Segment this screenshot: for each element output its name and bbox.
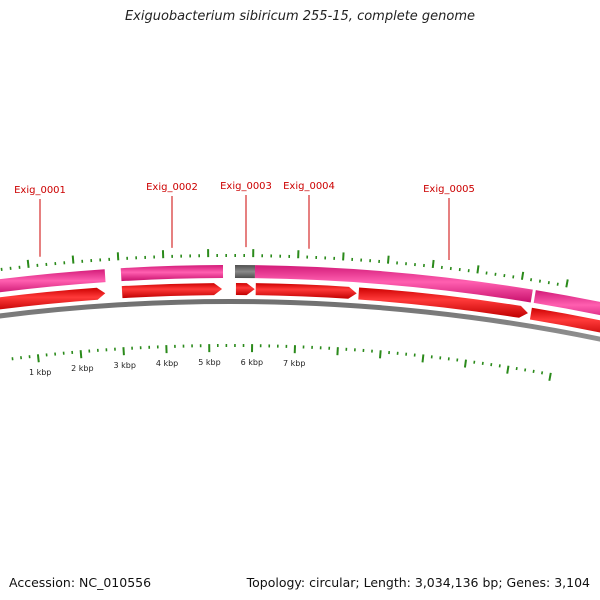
top-tick <box>71 255 75 264</box>
bottom-tick <box>79 350 83 359</box>
top-tick-marks <box>0 249 569 288</box>
bottom-tick <box>548 372 552 381</box>
cds-arrow-6 <box>529 307 600 333</box>
bottom-tick <box>36 354 40 363</box>
top-tick <box>520 271 525 280</box>
top-tick <box>26 259 30 268</box>
cds-arrow-4 <box>255 283 357 299</box>
bottom-tick <box>506 365 510 374</box>
feature-track <box>0 265 600 316</box>
cds-arrow-2 <box>121 283 223 299</box>
scale-label: 3 kbp <box>113 361 135 370</box>
scale-label: 6 kbp <box>241 358 263 367</box>
cds-arrow-3 <box>235 283 255 296</box>
cds-arrow-5 <box>358 287 528 318</box>
bottom-tick <box>541 371 544 375</box>
feature-segment-2 <box>120 265 224 282</box>
top-tick <box>565 279 569 288</box>
feature-segment-3 <box>254 265 533 303</box>
gene-labels: Exig_0001 Exig_0002 Exig_0003 Exig_0004 Exig… <box>14 181 475 261</box>
genome-summary-text: Topology: circular; Length: 3,034,136 bp… <box>246 575 590 590</box>
feature-segment-4 <box>533 290 600 316</box>
feature-segment-1 <box>0 269 106 293</box>
gene-label: Exig_0002 <box>146 182 198 193</box>
gene-label: Exig_0003 <box>220 181 272 192</box>
cds-arrow-1 <box>0 287 106 310</box>
scale-labels: 1 kbp 2 kbp 3 kbp 4 kbp 5 kbp 6 kbp 7 kbp <box>29 358 306 377</box>
scale-label: 2 kbp <box>71 364 93 373</box>
scale-label: 1 kbp <box>29 368 51 377</box>
bottom-tick <box>532 369 535 373</box>
accession-text: Accession: NC_010556 <box>9 575 152 590</box>
cds-track <box>0 283 600 333</box>
gene-label: Exig_0004 <box>283 181 335 192</box>
gene-label: Exig_0001 <box>14 185 66 196</box>
bottom-tick <box>421 354 425 363</box>
top-tick <box>556 282 559 286</box>
scale-label: 4 kbp <box>156 359 178 368</box>
feature-block-grey <box>234 265 256 279</box>
scale-label: 5 kbp <box>198 358 220 367</box>
map-title: Exiguobacterium sibiricum 255-15, comple… <box>124 9 476 24</box>
gene-label: Exig_0005 <box>423 184 475 195</box>
bottom-tick <box>463 359 467 368</box>
top-tick <box>431 259 435 269</box>
scale-label: 7 kbp <box>283 359 305 368</box>
top-tick <box>547 281 550 285</box>
bottom-tick-marks <box>11 344 552 381</box>
backbone-ring <box>0 299 600 342</box>
top-tick <box>476 265 480 274</box>
top-tick <box>386 255 390 264</box>
backbone-track <box>0 299 600 342</box>
bottom-tick <box>379 350 382 359</box>
